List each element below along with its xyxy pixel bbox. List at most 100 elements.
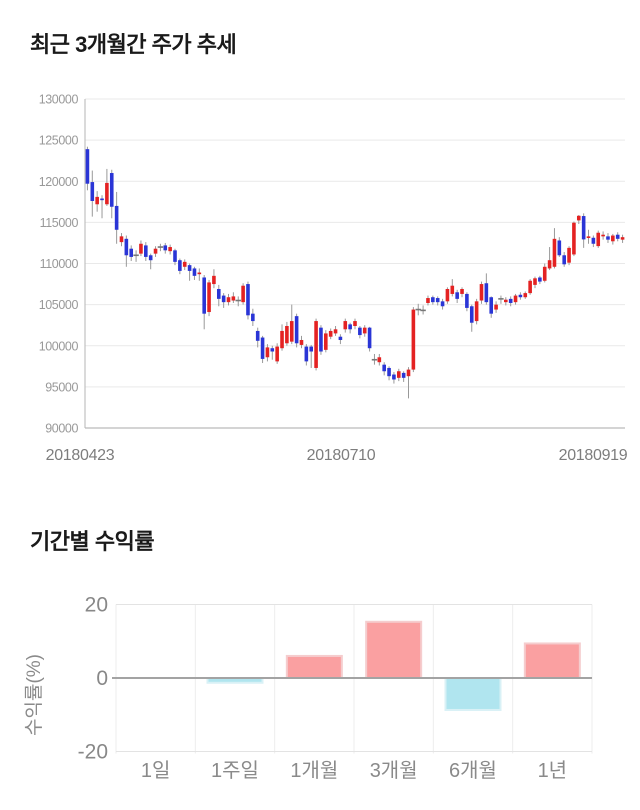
- candle-up: [586, 236, 591, 239]
- category-label: 1일: [141, 759, 171, 782]
- category-label: 6개월: [449, 759, 497, 782]
- candle-up: [474, 301, 479, 322]
- candle-up: [168, 247, 172, 252]
- y-tick-label: 100000: [39, 339, 79, 353]
- price-chart-svg: 130000 125000 120000 115000 110000 105000 1000…: [39, 93, 628, 465]
- period-returns-bar-chart: 20 0 -20 수익률(%) 1일 1주일 1개월 3개월 6개월 1년: [0, 580, 640, 810]
- candle-down: [148, 255, 153, 261]
- date-label: 20180423: [46, 447, 115, 464]
- candle-down: [338, 336, 343, 340]
- candle-up: [153, 248, 158, 254]
- candle-down: [114, 205, 119, 230]
- return-bar-positive: [523, 642, 581, 679]
- candle-down: [455, 292, 459, 299]
- candle-up: [105, 182, 109, 205]
- candle-down: [440, 301, 445, 307]
- candle-doji: [235, 299, 241, 302]
- y-tick-label: 110000: [40, 257, 79, 271]
- candle-down: [178, 260, 182, 271]
- candle-up: [542, 266, 547, 281]
- candle-up: [523, 293, 528, 298]
- candle-down: [358, 327, 362, 336]
- candle-up: [324, 333, 328, 350]
- price-chart-x-tick-labels: 20180423 20180710 20180919: [46, 447, 628, 464]
- candle-down: [251, 313, 255, 322]
- candle-down: [90, 182, 95, 201]
- candle-down: [309, 346, 314, 352]
- candle-down: [435, 298, 440, 303]
- price-candlestick-chart: 130000 125000 120000 115000 110000 105000 1000…: [0, 85, 640, 485]
- category-label: 1주일: [211, 759, 259, 782]
- candle-down: [469, 306, 474, 323]
- candle-up: [212, 275, 216, 285]
- candle-down: [392, 374, 396, 380]
- candle-up: [572, 222, 576, 255]
- candle-up: [426, 298, 430, 303]
- candle-up: [197, 272, 202, 275]
- candle-up: [289, 321, 294, 342]
- returns-chart-title: 기간별 수익률: [30, 529, 155, 554]
- candle-doji: [415, 308, 421, 311]
- candle-up: [353, 321, 357, 327]
- y-tick-label: 95000: [45, 380, 78, 394]
- y-tick-label: 105000: [39, 298, 79, 312]
- candle-up: [377, 357, 382, 363]
- y-tick-label: 0: [96, 667, 108, 690]
- returns-chart-svg: 20 0 -20 수익률(%) 1일 1주일 1개월 3개월 6개월 1년: [23, 594, 593, 782]
- category-label: 3개월: [370, 759, 418, 782]
- price-chart-gridlines: [84, 98, 625, 429]
- candle-down: [192, 268, 197, 276]
- y-tick-label: 90000: [45, 422, 78, 436]
- candle-down: [367, 327, 372, 349]
- candle-doji: [420, 309, 426, 312]
- candle-up: [576, 215, 581, 221]
- candle-up: [406, 369, 411, 377]
- candle-doji: [498, 298, 504, 300]
- candle-down: [591, 237, 596, 244]
- candle-down: [304, 346, 309, 362]
- candle-up: [207, 282, 211, 313]
- candle-up: [241, 285, 245, 303]
- candle-up: [445, 288, 450, 302]
- candle-down: [109, 173, 114, 207]
- candle-up: [601, 234, 605, 237]
- candle-up: [314, 321, 318, 368]
- candle-up: [547, 260, 552, 269]
- candle-down: [294, 316, 299, 344]
- candles-group: [85, 146, 625, 399]
- candle-up: [285, 326, 289, 344]
- candle-up: [552, 238, 557, 267]
- candle-down: [216, 288, 221, 299]
- candle-down: [202, 277, 206, 314]
- candle-doji: [371, 358, 378, 361]
- candle-up: [460, 288, 464, 294]
- candle-up: [567, 247, 571, 263]
- y-tick-label: -20: [78, 741, 108, 764]
- candle-down: [382, 364, 386, 372]
- candle-up: [231, 296, 236, 301]
- price-chart-y-tick-labels: 130000 125000 120000 115000 110000 105000 1000…: [39, 93, 79, 436]
- candle-down: [401, 372, 406, 378]
- candle-up: [299, 339, 304, 345]
- price-chart-title: 최근 3개월간 주가 추세: [30, 32, 237, 57]
- candle-down: [255, 330, 260, 341]
- candle-down: [606, 236, 610, 240]
- candle-up: [504, 299, 508, 303]
- candle-down: [562, 255, 566, 265]
- candle-down: [124, 238, 129, 256]
- candle-up: [280, 330, 284, 349]
- return-bar-positive: [285, 654, 343, 679]
- candle-down: [260, 337, 265, 359]
- candle-down: [581, 216, 586, 240]
- candle-down: [387, 367, 391, 377]
- candle-up: [513, 295, 518, 303]
- date-label: 20180919: [559, 447, 628, 464]
- candle-up: [275, 346, 279, 362]
- candle-up: [396, 371, 401, 378]
- candle-down: [319, 327, 323, 352]
- candle-up: [333, 329, 338, 334]
- candle-up: [479, 284, 484, 301]
- candle-up: [596, 232, 601, 247]
- candle-up: [95, 196, 99, 205]
